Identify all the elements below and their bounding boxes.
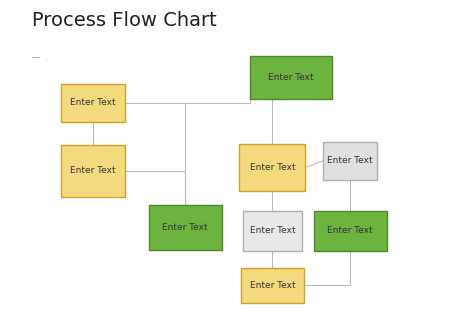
- Text: Enter Text: Enter Text: [249, 226, 295, 235]
- FancyBboxPatch shape: [62, 84, 125, 122]
- Text: Enter Text: Enter Text: [163, 223, 208, 232]
- FancyBboxPatch shape: [243, 211, 302, 251]
- FancyBboxPatch shape: [323, 142, 377, 180]
- FancyBboxPatch shape: [250, 56, 332, 99]
- Text: Enter Text: Enter Text: [71, 166, 116, 175]
- Text: Enter Text: Enter Text: [268, 73, 314, 82]
- Text: Enter Text: Enter Text: [327, 226, 373, 235]
- FancyBboxPatch shape: [62, 145, 125, 197]
- FancyBboxPatch shape: [149, 205, 222, 250]
- Text: Enter Text: Enter Text: [71, 98, 116, 107]
- Text: Enter Text: Enter Text: [249, 281, 295, 290]
- Text: Enter Text: Enter Text: [327, 156, 373, 165]
- FancyBboxPatch shape: [240, 268, 304, 303]
- Text: Process Flow Chart: Process Flow Chart: [32, 11, 217, 30]
- FancyBboxPatch shape: [314, 211, 387, 251]
- FancyBboxPatch shape: [239, 144, 305, 191]
- Text: —  .: — .: [32, 53, 48, 62]
- Text: Enter Text: Enter Text: [249, 163, 295, 172]
